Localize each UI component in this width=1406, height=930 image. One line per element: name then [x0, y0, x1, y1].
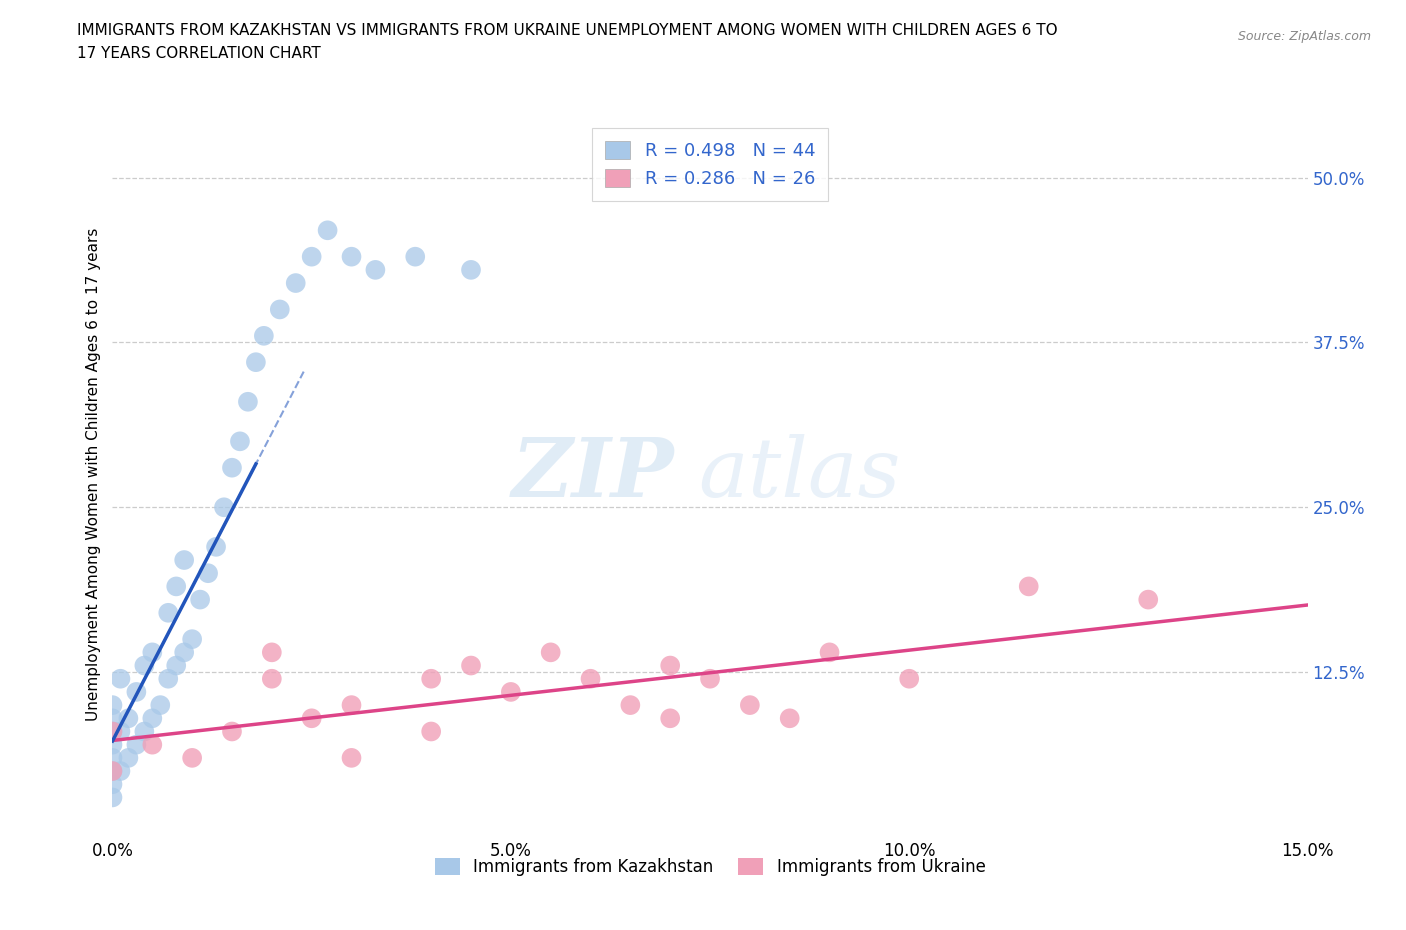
- Point: [141, 644, 163, 659]
- Point: [181, 751, 204, 765]
- Point: [284, 275, 307, 290]
- Point: [101, 724, 124, 739]
- Point: [245, 354, 267, 369]
- Point: [134, 658, 156, 673]
- Point: [619, 698, 641, 712]
- Point: [499, 684, 522, 699]
- Point: [197, 565, 219, 580]
- Point: [1137, 592, 1160, 607]
- Point: [141, 711, 163, 725]
- Point: [101, 777, 124, 791]
- Point: [212, 499, 235, 514]
- Point: [134, 724, 156, 739]
- Point: [101, 751, 124, 765]
- Point: [420, 671, 443, 686]
- Point: [125, 737, 148, 752]
- Point: [1018, 579, 1040, 594]
- Point: [460, 658, 482, 673]
- Point: [221, 724, 243, 739]
- Point: [173, 552, 195, 567]
- Point: [364, 262, 387, 277]
- Point: [188, 592, 211, 607]
- Point: [141, 737, 163, 752]
- Point: [301, 249, 323, 264]
- Point: [404, 249, 426, 264]
- Point: [659, 711, 682, 725]
- Point: [165, 579, 187, 594]
- Text: ZIP: ZIP: [512, 434, 675, 514]
- Point: [117, 711, 139, 725]
- Text: 17 YEARS CORRELATION CHART: 17 YEARS CORRELATION CHART: [77, 46, 321, 61]
- Point: [659, 658, 682, 673]
- Point: [125, 684, 148, 699]
- Point: [101, 790, 124, 804]
- Point: [110, 764, 132, 778]
- Point: [260, 671, 283, 686]
- Point: [236, 394, 259, 409]
- Point: [340, 249, 363, 264]
- Point: [221, 460, 243, 475]
- Point: [157, 671, 180, 686]
- Y-axis label: Unemployment Among Women with Children Ages 6 to 17 years: Unemployment Among Women with Children A…: [86, 228, 101, 721]
- Point: [269, 302, 291, 317]
- Point: [229, 434, 252, 449]
- Point: [101, 764, 124, 778]
- Point: [110, 671, 132, 686]
- Point: [181, 631, 204, 646]
- Text: IMMIGRANTS FROM KAZAKHSTAN VS IMMIGRANTS FROM UKRAINE UNEMPLOYMENT AMONG WOMEN W: IMMIGRANTS FROM KAZAKHSTAN VS IMMIGRANTS…: [77, 23, 1057, 38]
- Point: [699, 671, 721, 686]
- Point: [101, 711, 124, 725]
- Point: [340, 698, 363, 712]
- Point: [205, 539, 228, 554]
- Point: [157, 605, 180, 620]
- Point: [898, 671, 921, 686]
- Point: [117, 751, 139, 765]
- Point: [540, 644, 562, 659]
- Point: [460, 262, 482, 277]
- Point: [316, 223, 339, 238]
- Text: atlas: atlas: [699, 434, 900, 514]
- Point: [173, 644, 195, 659]
- Point: [101, 724, 124, 739]
- Point: [779, 711, 801, 725]
- Legend: Immigrants from Kazakhstan, Immigrants from Ukraine: Immigrants from Kazakhstan, Immigrants f…: [427, 852, 993, 883]
- Point: [149, 698, 172, 712]
- Point: [738, 698, 761, 712]
- Point: [101, 698, 124, 712]
- Point: [340, 751, 363, 765]
- Point: [579, 671, 602, 686]
- Point: [165, 658, 187, 673]
- Point: [260, 644, 283, 659]
- Point: [818, 644, 841, 659]
- Text: Source: ZipAtlas.com: Source: ZipAtlas.com: [1237, 30, 1371, 43]
- Point: [101, 737, 124, 752]
- Point: [301, 711, 323, 725]
- Point: [110, 724, 132, 739]
- Point: [253, 328, 276, 343]
- Point: [101, 764, 124, 778]
- Point: [420, 724, 443, 739]
